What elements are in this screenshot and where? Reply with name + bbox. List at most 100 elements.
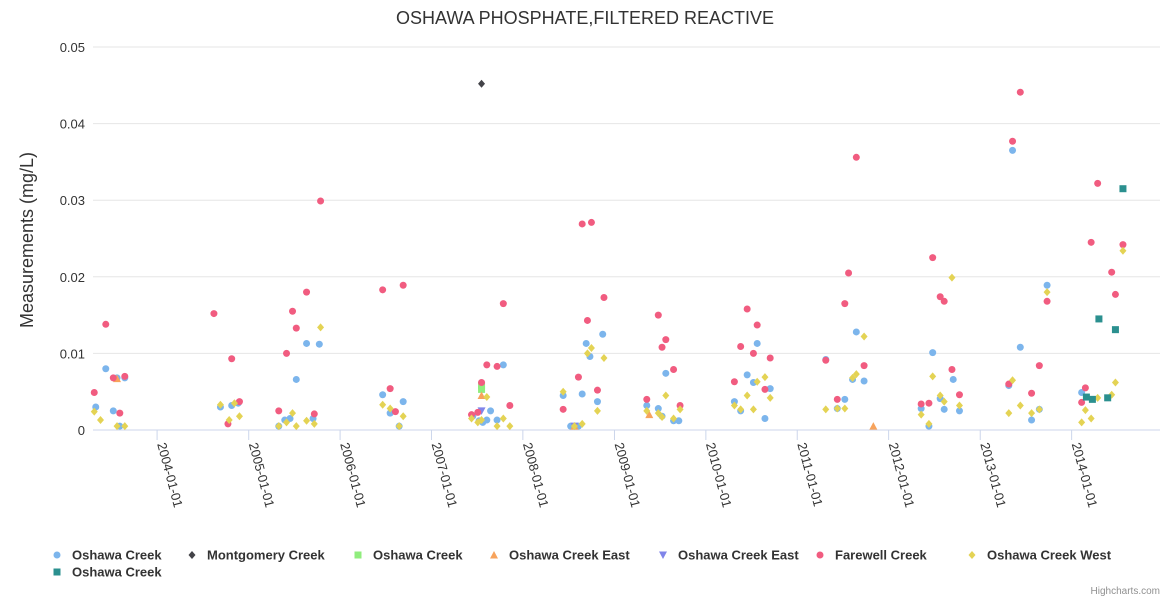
- series-0: [92, 146, 1086, 430]
- data-point: [860, 362, 868, 370]
- data-point: [1009, 146, 1017, 154]
- data-point: [593, 398, 601, 406]
- data-point: [483, 393, 491, 402]
- x-tick-label: 2011-01-01: [794, 441, 825, 508]
- y-tick-label: 0.01: [60, 346, 85, 361]
- data-point: [478, 379, 486, 387]
- data-point: [210, 310, 218, 318]
- legend-symbol: [659, 551, 667, 559]
- data-point: [1028, 389, 1036, 397]
- legend-item[interactable]: Oshawa Creek West: [968, 548, 1112, 563]
- data-point: [1087, 414, 1095, 423]
- data-point: [852, 153, 860, 161]
- legend-label: Oshawa Creek East: [678, 548, 799, 563]
- data-point: [737, 343, 745, 351]
- data-point: [399, 398, 407, 406]
- data-point: [1111, 326, 1119, 334]
- data-point: [1095, 315, 1103, 323]
- legend-item[interactable]: Oshawa Creek: [354, 548, 464, 563]
- data-point: [1111, 378, 1119, 387]
- legend-item[interactable]: Oshawa Creek: [53, 565, 163, 580]
- data-point: [310, 410, 318, 418]
- data-point: [478, 385, 486, 393]
- legend-label: Oshawa Creek East: [509, 548, 630, 563]
- legend[interactable]: Oshawa Creek Montgomery Creek Oshawa Creek…: [53, 548, 1112, 580]
- data-point: [936, 391, 944, 400]
- data-point: [1111, 290, 1119, 298]
- data-point: [1078, 418, 1086, 427]
- data-point: [303, 339, 311, 347]
- data-point: [753, 321, 761, 329]
- data-point: [1119, 185, 1127, 193]
- data-point: [506, 422, 514, 431]
- series-6: [90, 246, 1127, 431]
- data-point: [593, 406, 601, 415]
- legend-symbol: [53, 568, 61, 576]
- data-point: [662, 391, 670, 400]
- y-tick-label: 0.05: [60, 40, 85, 55]
- data-point: [1005, 380, 1013, 388]
- y-axis-ticks: 0 0.01 0.02 0.03 0.04 0.05: [60, 40, 85, 438]
- data-point: [283, 418, 291, 427]
- data-point: [730, 401, 738, 410]
- data-point: [841, 300, 849, 308]
- data-point: [292, 422, 300, 431]
- legend-label: Oshawa Creek West: [987, 548, 1112, 563]
- data-point: [849, 373, 857, 382]
- legend-item[interactable]: Farewell Creek: [816, 548, 928, 563]
- data-point: [578, 419, 586, 428]
- grid-lines: [93, 46, 1160, 431]
- legend-item[interactable]: Oshawa Creek East: [659, 548, 799, 563]
- series-1: [478, 79, 486, 88]
- data-point: [499, 300, 507, 308]
- data-point: [1094, 393, 1102, 402]
- data-point: [1119, 241, 1127, 249]
- data-point: [948, 365, 956, 373]
- data-point: [1088, 395, 1096, 403]
- legend-item[interactable]: Oshawa Creek: [53, 548, 163, 563]
- x-tick-label: 2013-01-01: [977, 441, 1009, 509]
- legend-symbol: [968, 551, 976, 559]
- data-point: [399, 281, 407, 289]
- data-point: [766, 354, 774, 362]
- credits[interactable]: Highcharts.com: [1091, 586, 1160, 597]
- data-point: [1043, 288, 1051, 297]
- data-point: [929, 372, 937, 381]
- data-point: [391, 408, 399, 416]
- data-point: [670, 414, 678, 423]
- data-point: [670, 365, 678, 373]
- data-point: [578, 390, 586, 398]
- data-point: [379, 400, 387, 409]
- data-point: [587, 344, 595, 353]
- data-point: [600, 353, 608, 362]
- data-point: [917, 400, 925, 408]
- data-point: [102, 365, 110, 373]
- data-point: [399, 412, 407, 421]
- data-point: [1009, 137, 1017, 145]
- legend-symbol: [354, 551, 362, 559]
- data-point: [833, 395, 841, 403]
- data-point: [292, 324, 300, 332]
- legend-item[interactable]: Montgomery Creek: [188, 548, 326, 563]
- data-point: [743, 391, 751, 400]
- legend-item[interactable]: Oshawa Creek East: [490, 548, 630, 563]
- data-point: [379, 391, 387, 399]
- data-point: [574, 373, 582, 381]
- data-point: [675, 417, 683, 425]
- data-point: [109, 407, 117, 415]
- data-point: [483, 361, 491, 369]
- data-point: [570, 422, 578, 431]
- data-point: [833, 404, 841, 413]
- data-point: [654, 405, 662, 413]
- data-point: [925, 419, 933, 428]
- data-point: [662, 369, 670, 377]
- data-point: [317, 197, 325, 205]
- data-point: [841, 404, 849, 413]
- series-5: [90, 88, 1127, 428]
- data-point: [1082, 393, 1090, 401]
- data-point: [1078, 398, 1086, 406]
- data-point: [587, 218, 595, 226]
- data-point: [386, 385, 394, 393]
- data-point: [822, 356, 830, 364]
- data-point: [955, 407, 963, 415]
